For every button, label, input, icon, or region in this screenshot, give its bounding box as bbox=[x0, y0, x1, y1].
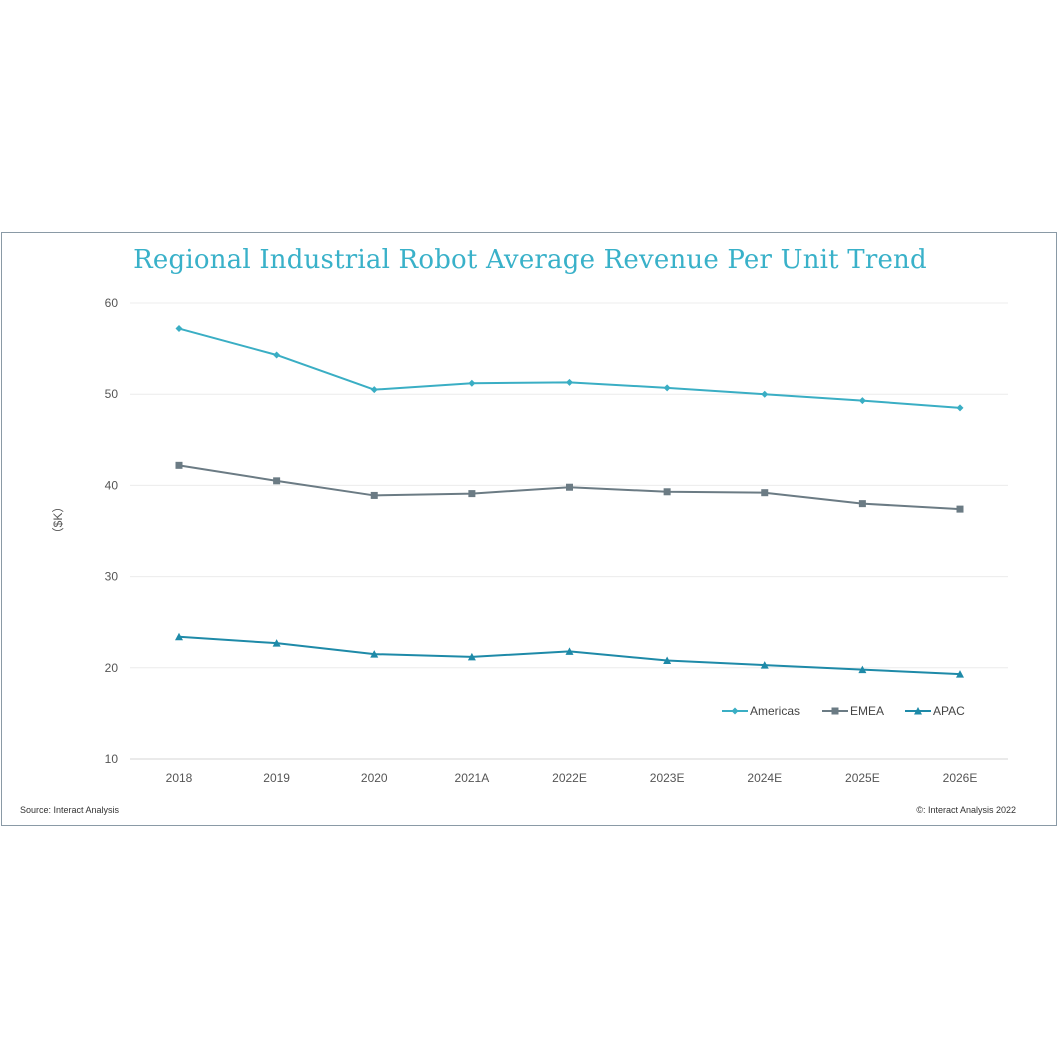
y-axis-ticks: 10 20 30 40 50 60 bbox=[105, 296, 119, 766]
x-tick-label: 2020 bbox=[361, 771, 388, 785]
x-tick-label: 2024E bbox=[747, 771, 782, 785]
x-axis-ticks: 2018 2019 2020 2021A 2022E 2023E 2024E 2025E 202… bbox=[166, 771, 978, 785]
series-line-americas bbox=[178, 327, 961, 409]
series-line-apac bbox=[178, 635, 961, 676]
series-emea bbox=[175, 461, 964, 513]
series-group bbox=[175, 325, 964, 678]
y-tick-label: 40 bbox=[105, 478, 119, 492]
x-tick-label: 2025E bbox=[845, 771, 880, 785]
data-point-emea bbox=[273, 477, 281, 485]
data-point-americas bbox=[761, 390, 769, 398]
data-point-americas bbox=[663, 384, 671, 392]
x-tick-label: 2022E bbox=[552, 771, 587, 785]
y-tick-label: 20 bbox=[105, 661, 119, 675]
gridlines bbox=[130, 302, 1008, 760]
series-americas bbox=[175, 325, 964, 412]
data-point-apac bbox=[858, 665, 867, 674]
y-axis-label: （$K） bbox=[51, 501, 65, 540]
legend-label-emea: EMEA bbox=[850, 704, 884, 718]
y-tick-label: 30 bbox=[105, 570, 119, 584]
data-point-emea bbox=[370, 491, 378, 499]
x-tick-label: 2023E bbox=[650, 771, 685, 785]
chart-frame bbox=[1, 232, 1057, 826]
data-point-americas bbox=[858, 397, 866, 405]
y-tick-label: 10 bbox=[105, 752, 119, 766]
legend-marker-emea bbox=[831, 707, 839, 715]
data-point-americas bbox=[175, 325, 183, 333]
y-tick-label: 50 bbox=[105, 387, 119, 401]
legend-item-americas: Americas bbox=[722, 704, 800, 718]
data-point-emea bbox=[858, 500, 866, 508]
data-point-apac bbox=[760, 661, 769, 669]
legend-label-americas: Americas bbox=[750, 704, 800, 718]
legend-marker-apac bbox=[914, 707, 922, 715]
data-point-emea bbox=[956, 505, 964, 513]
data-point-americas bbox=[468, 379, 476, 387]
copyright-note: ©: Interact Analysis 2022 bbox=[916, 805, 1016, 815]
data-point-americas bbox=[566, 378, 573, 386]
data-point-emea bbox=[468, 490, 476, 498]
legend-marker-americas bbox=[731, 707, 739, 715]
chart-title: Regional Industrial Robot Average Revenu… bbox=[133, 245, 927, 275]
data-point-apac bbox=[663, 656, 672, 665]
data-point-emea bbox=[663, 488, 671, 496]
x-tick-label: 2018 bbox=[166, 771, 193, 785]
data-point-americas bbox=[273, 351, 281, 359]
data-point-apac bbox=[467, 652, 476, 661]
legend-label-apac: APAC bbox=[933, 704, 965, 718]
source-note: Source: Interact Analysis bbox=[20, 805, 120, 815]
data-point-apac bbox=[370, 650, 379, 658]
data-point-apac bbox=[565, 647, 574, 655]
data-point-emea bbox=[761, 489, 769, 497]
data-point-americas bbox=[370, 386, 378, 394]
x-tick-label: 2019 bbox=[263, 771, 290, 785]
data-point-apac bbox=[956, 670, 964, 678]
data-point-emea bbox=[175, 461, 183, 469]
legend-item-apac: APAC bbox=[905, 704, 965, 718]
data-point-americas bbox=[956, 404, 964, 412]
data-point-apac bbox=[175, 632, 183, 641]
data-point-apac bbox=[272, 639, 281, 647]
x-tick-label: 2021A bbox=[455, 771, 490, 785]
x-tick-label: 2026E bbox=[943, 771, 978, 785]
series-apac bbox=[175, 632, 964, 678]
legend-item-emea: EMEA bbox=[822, 704, 884, 718]
legend: Americas EMEA APAC bbox=[722, 704, 965, 718]
data-point-emea bbox=[566, 483, 573, 491]
y-tick-label: 60 bbox=[105, 296, 119, 310]
